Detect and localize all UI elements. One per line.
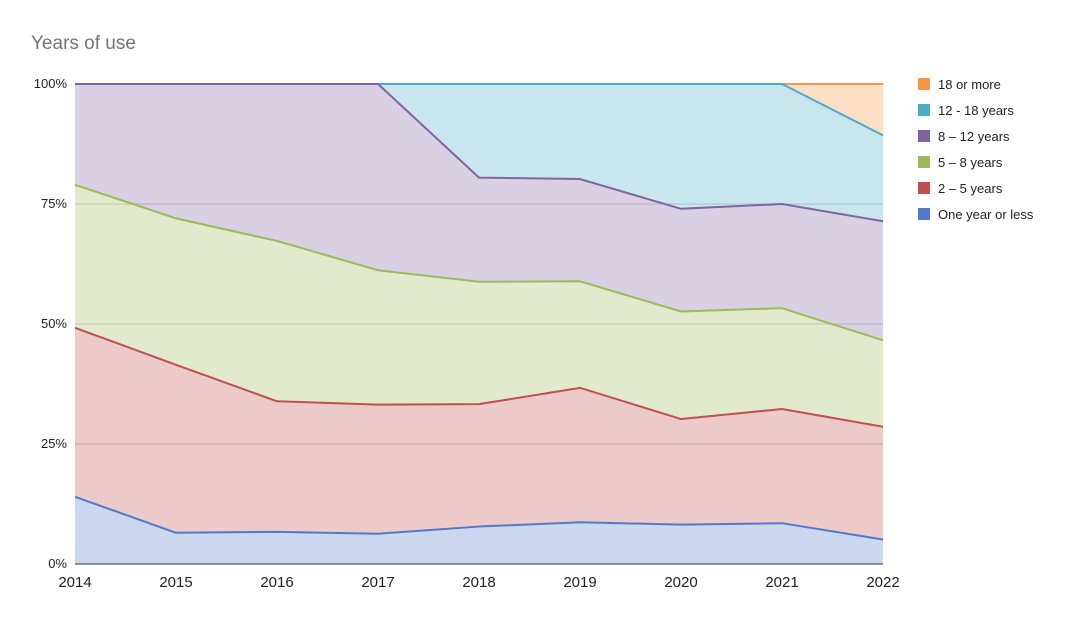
line-series-1 (74, 326, 884, 428)
y-tick-label-3: 75% (41, 196, 67, 211)
x-tick-label-3: 2017 (361, 574, 394, 591)
legend-label-0: 18 or more (938, 77, 1001, 92)
legend-swatch-0 (918, 78, 930, 90)
x-tick-label-1: 2015 (159, 574, 192, 591)
area-series-0 (75, 496, 883, 564)
legend-swatch-3 (918, 156, 930, 168)
area-series-3 (75, 84, 883, 341)
legend-label-1: 12 - 18 years (938, 103, 1014, 118)
area-series-2 (75, 184, 883, 427)
legend-label-3: 5 – 8 years (938, 155, 1003, 170)
line-series-2 (74, 183, 884, 342)
y-tick-label-2: 50% (41, 316, 67, 331)
legend-label-4: 2 – 5 years (938, 181, 1003, 196)
y-tick-label-0: 0% (48, 556, 67, 571)
x-tick-label-6: 2020 (664, 574, 697, 591)
series-areas (75, 84, 883, 564)
x-axis-ticks: 2014 2015 2016 2017 2018 2019 2020 2021 2022 (58, 574, 899, 591)
x-tick-label-0: 2014 (58, 574, 91, 591)
legend-label-5: One year or less (938, 207, 1034, 222)
area-series-1 (75, 327, 883, 540)
line-series-0 (74, 495, 884, 541)
legend-swatch-5 (918, 208, 930, 220)
legend-swatch-1 (918, 104, 930, 116)
y-axis-ticks: 0% 25% 50% 75% 100% (34, 76, 68, 571)
area-series-5 (75, 84, 883, 136)
line-series-4 (378, 83, 884, 137)
x-tick-label-5: 2019 (563, 574, 596, 591)
y-tick-label-1: 25% (41, 436, 67, 451)
x-tick-label-8: 2022 (866, 574, 899, 591)
x-tick-label-7: 2021 (765, 574, 798, 591)
legend-swatch-2 (918, 130, 930, 142)
legend-swatch-4 (918, 182, 930, 194)
y-tick-label-4: 100% (34, 76, 68, 91)
legend-label-2: 8 – 12 years (938, 129, 1010, 144)
x-tick-label-4: 2018 (462, 574, 495, 591)
line-series-3 (75, 83, 884, 223)
area-series-4 (75, 84, 883, 222)
legend: 18 or more 12 - 18 years 8 – 12 years 5 – 8… (918, 77, 1034, 222)
series-lines (74, 83, 884, 541)
chart-title: Years of use (31, 33, 136, 54)
x-tick-label-2: 2016 (260, 574, 293, 591)
